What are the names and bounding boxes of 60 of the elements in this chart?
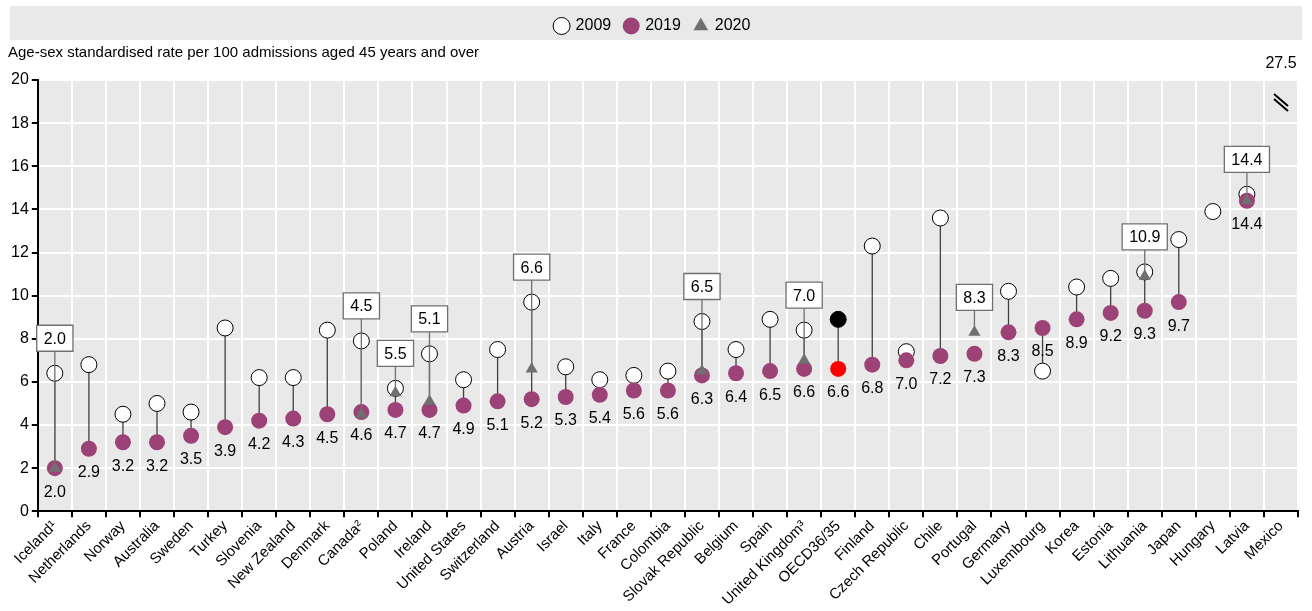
data-label: 4.9 — [452, 420, 475, 438]
data-label: 5.1 — [486, 415, 509, 433]
y-tick-label: 20 — [11, 70, 29, 88]
y-tick-label: 18 — [11, 113, 29, 131]
data-label: 4.5 — [350, 297, 373, 315]
data-label: 4.2 — [248, 435, 271, 453]
data-label: 6.6 — [827, 383, 850, 401]
data-label: 4.7 — [418, 424, 441, 442]
data-label: 2.0 — [43, 482, 67, 500]
y-tick-label: 16 — [11, 156, 29, 174]
data-label: 3.2 — [145, 456, 169, 474]
data-label: 14.4 — [1231, 150, 1263, 168]
data-label: 8.3 — [997, 346, 1020, 364]
data-label: 3.2 — [111, 456, 135, 474]
data-label: 6.8 — [861, 379, 884, 397]
data-label: 7.0 — [895, 374, 918, 392]
data-label: 5.2 — [520, 413, 543, 431]
data-label: 5.5 — [384, 344, 407, 362]
y-tick-label: 10 — [11, 286, 29, 304]
data-label: 8.9 — [1065, 333, 1088, 351]
data-label: 7.2 — [929, 370, 952, 388]
data-label: 14.4 — [1231, 215, 1263, 233]
data-label: 2.9 — [77, 463, 101, 481]
data-label: 3.5 — [179, 450, 203, 468]
data-label: 5.6 — [656, 404, 680, 422]
legend-label: 2020 — [714, 16, 751, 34]
data-label: 9.3 — [1133, 325, 1156, 343]
data-label: 6.5 — [690, 277, 714, 295]
data-label: 6.6 — [793, 383, 816, 401]
legend-label: 2009 — [575, 16, 612, 34]
data-label: 9.7 — [1167, 316, 1191, 334]
data-label: 6.6 — [520, 258, 543, 276]
data-label: 10.9 — [1129, 228, 1161, 246]
data-label: 4.7 — [384, 424, 407, 442]
data-label: 5.6 — [622, 404, 646, 422]
y-tick-label: 14 — [11, 199, 29, 217]
data-label: 8.3 — [963, 288, 986, 306]
data-label: 4.3 — [282, 432, 305, 450]
data-label: 2.0 — [43, 329, 67, 347]
y-tick-label: 6 — [19, 372, 29, 390]
y-tick-label: 4 — [19, 415, 29, 433]
data-label: 7.0 — [793, 286, 816, 304]
y-axis-title: Age-sex standardised rate per 100 admissions aged 45 years and over — [8, 43, 480, 61]
y-tick-label: 0 — [19, 501, 29, 519]
data-label: 9.2 — [1099, 327, 1122, 345]
data-label: 5.4 — [588, 409, 611, 427]
y-tick-label: 2 — [19, 458, 29, 476]
data-label: 6.4 — [724, 387, 748, 405]
data-label: 6.3 — [690, 389, 714, 407]
data-label: 6.5 — [758, 385, 782, 403]
data-label: 4.5 — [316, 428, 339, 446]
data-label: 3.9 — [214, 441, 237, 459]
data-label: 7.3 — [963, 368, 986, 386]
legend-label: 2019 — [645, 16, 681, 34]
y-tick-label: 12 — [11, 242, 29, 260]
data-label: 4.6 — [350, 426, 373, 444]
data-label: 5.3 — [554, 411, 577, 429]
text: 27.5 — [1265, 54, 1297, 72]
y-tick-label: 8 — [19, 329, 29, 347]
data-label: 5.1 — [418, 310, 441, 328]
